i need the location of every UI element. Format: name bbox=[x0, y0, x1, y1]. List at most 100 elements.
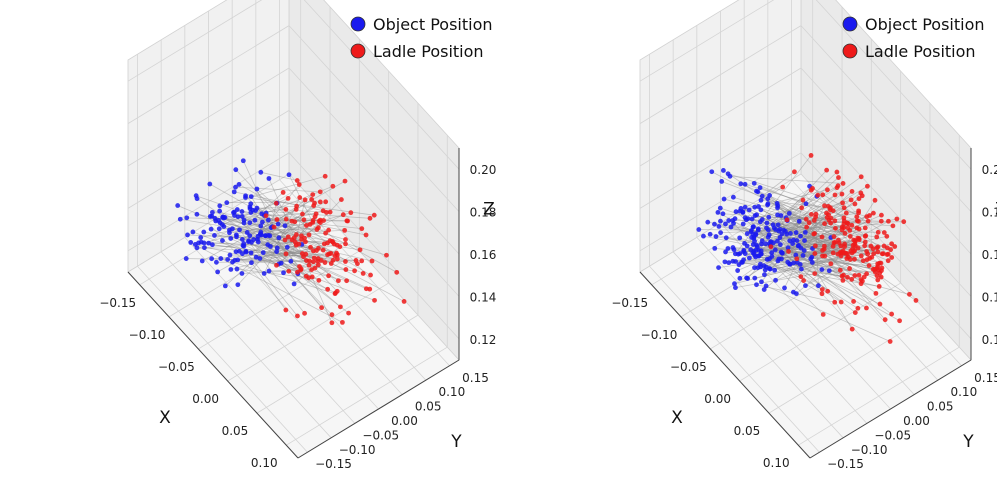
ladle-point bbox=[826, 212, 831, 218]
object-point bbox=[248, 201, 254, 207]
object-point bbox=[220, 238, 225, 243]
ladle-point bbox=[868, 243, 874, 249]
object-point bbox=[815, 283, 821, 289]
z-gridline bbox=[127, 110, 290, 209]
object-point bbox=[718, 218, 723, 224]
ladle-point bbox=[856, 208, 862, 214]
x-tick-label: −0.05 bbox=[670, 360, 707, 374]
object-point bbox=[248, 194, 254, 200]
object-point bbox=[233, 167, 239, 173]
ladle-point bbox=[889, 311, 895, 317]
ladle-point bbox=[317, 220, 323, 225]
object-point bbox=[759, 279, 764, 285]
pair-line bbox=[760, 199, 831, 209]
ladle-point bbox=[852, 201, 858, 207]
ladle-point bbox=[335, 278, 341, 284]
ladle-point bbox=[283, 207, 289, 212]
object-point bbox=[234, 266, 240, 272]
object-point bbox=[764, 225, 769, 231]
x-tick-label: 0.00 bbox=[192, 392, 219, 406]
ladle-point bbox=[854, 218, 860, 224]
ladle-point bbox=[852, 256, 857, 262]
object-point bbox=[758, 197, 764, 203]
ladle-point bbox=[913, 298, 919, 303]
object-point bbox=[737, 275, 743, 281]
object-point bbox=[225, 257, 231, 262]
pair-line bbox=[729, 175, 844, 184]
pair-line bbox=[732, 253, 848, 262]
legend-marker bbox=[350, 16, 366, 32]
ladle-point bbox=[879, 212, 884, 218]
ladle-point bbox=[315, 258, 321, 264]
y-axis-label: Y bbox=[962, 432, 974, 452]
object-point bbox=[274, 249, 280, 254]
ladle-point bbox=[849, 326, 855, 332]
pair-line bbox=[256, 207, 327, 213]
ladle-point bbox=[329, 312, 335, 318]
ladle-point bbox=[323, 199, 329, 205]
object-point bbox=[764, 220, 770, 226]
ladle-point bbox=[860, 258, 866, 264]
object-point bbox=[766, 214, 772, 220]
object-point bbox=[232, 213, 237, 218]
pair-line bbox=[220, 258, 355, 272]
ladle-point bbox=[820, 253, 825, 259]
ladle-point bbox=[306, 232, 312, 238]
pair-line bbox=[237, 202, 315, 285]
pair-line bbox=[235, 169, 302, 240]
object-point bbox=[777, 235, 783, 240]
object-point bbox=[802, 229, 808, 235]
x-axis-label: X bbox=[159, 408, 171, 428]
object-point bbox=[217, 208, 223, 214]
object-point bbox=[826, 268, 832, 274]
ladle-point bbox=[889, 255, 895, 260]
pair-line bbox=[734, 248, 874, 285]
z-gridline bbox=[288, 25, 460, 212]
pair-line bbox=[242, 160, 275, 228]
ladle-point bbox=[308, 244, 313, 250]
ladle-point bbox=[811, 231, 817, 237]
object-point bbox=[778, 242, 783, 247]
ladle-point bbox=[821, 246, 827, 252]
object-point bbox=[755, 265, 761, 271]
object-point bbox=[809, 260, 815, 265]
object-point bbox=[751, 180, 757, 186]
ladle-point bbox=[329, 320, 335, 326]
y-tick-label: −0.05 bbox=[874, 428, 911, 442]
object-point bbox=[275, 221, 281, 227]
ladle-point bbox=[326, 227, 331, 233]
ladle-point bbox=[825, 288, 831, 294]
ladle-point bbox=[871, 210, 876, 216]
pair-line bbox=[254, 219, 300, 267]
pair-line bbox=[220, 222, 333, 242]
object-point bbox=[260, 219, 265, 225]
ladle-point bbox=[820, 312, 826, 317]
pair-line bbox=[798, 222, 848, 246]
object-point bbox=[800, 252, 806, 258]
ladle-point bbox=[897, 318, 903, 324]
object-point bbox=[749, 235, 754, 240]
object-point bbox=[793, 252, 799, 258]
y-tick-label: −0.15 bbox=[315, 457, 352, 471]
pair-line bbox=[255, 210, 371, 219]
object-point bbox=[274, 245, 280, 251]
pair-line bbox=[775, 246, 878, 251]
object-point bbox=[281, 270, 286, 276]
object-point bbox=[199, 258, 205, 264]
y-gridline bbox=[137, 265, 308, 453]
x-axis-label: X bbox=[671, 408, 683, 428]
object-point bbox=[801, 248, 807, 253]
ladle-point bbox=[847, 266, 852, 271]
ladle-point bbox=[871, 251, 877, 257]
pair-line bbox=[742, 211, 804, 281]
object-point bbox=[733, 209, 739, 215]
ladle-point bbox=[851, 299, 856, 304]
object-point bbox=[209, 209, 215, 215]
object-points bbox=[696, 168, 834, 297]
pair-line bbox=[796, 240, 853, 330]
y-gridline bbox=[696, 237, 868, 424]
object-point bbox=[797, 262, 803, 267]
ladle-point bbox=[326, 273, 332, 279]
ladle-point bbox=[819, 291, 825, 297]
